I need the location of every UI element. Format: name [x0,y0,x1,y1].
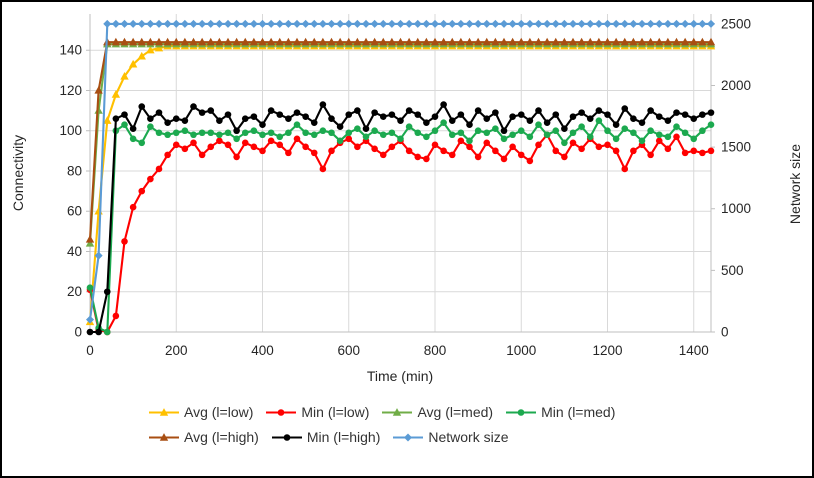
x-axis-title: Time (min) [366,368,434,384]
left-tick-label: 100 [59,123,82,138]
left-tick-label: 120 [59,83,82,98]
legend-label: Min (l=low) [301,404,370,420]
circle-marker-icon [266,409,297,416]
right-tick-label: 2000 [721,78,751,93]
triangle-marker-icon [149,408,179,416]
legend-item-min-l-low: Min (l=low) [265,404,369,420]
x-tick-label: 400 [251,343,274,358]
triangle-marker-icon [149,433,179,441]
legend-row: Avg (l=low) Min (l=low) Avg (l=med) Min (l=… [148,404,615,420]
right-tick-label: 2500 [721,16,751,31]
legend-row: Avg (l=high) Min (l=high) Network size [148,429,615,445]
left-axis-title: Connectivity [10,134,26,212]
series-network-size [86,19,715,324]
series-avg-l-high [85,37,716,243]
legend-item-avg-l-med: Avg (l=med) [381,404,493,420]
axes [86,14,715,333]
diamond-marker-icon [393,433,424,442]
x-tick-label: 1000 [506,343,536,358]
series-avg-l-low [85,41,716,326]
x-tick-label: 200 [165,343,188,358]
legend-label: Avg (l=low) [184,404,254,420]
series-min-l-high [86,101,715,336]
chart-legend: Avg (l=low) Min (l=low) Avg (l=med) Min (l=… [148,404,615,445]
x-tick-label: 800 [424,343,447,358]
x-tick-label: 1200 [592,343,622,358]
left-tick-label: 40 [67,244,82,259]
legend-label: Avg (l=high) [184,429,259,445]
x-tick-label: 0 [86,343,94,358]
legend-label: Min (l=med) [541,404,616,420]
x-tick-label: 600 [337,343,360,358]
legend-label: Avg (l=med) [417,404,494,420]
right-axis-title: Network size [787,143,803,225]
legend-item-network-size: Network size [392,429,509,445]
legend-item-min-l-high: Min (l=high) [271,429,381,445]
series-min-l-low [86,131,715,336]
gridlines [90,14,711,332]
left-tick-label: 60 [67,204,82,219]
legend-item-avg-l-low: Avg (l=low) [148,404,253,420]
circle-marker-icon [506,409,537,416]
left-tick-label: 140 [59,43,82,58]
left-tick-label: 0 [74,325,82,340]
x-tick-label: 1400 [679,343,709,358]
left-tick-label: 20 [67,284,82,299]
series-min-l-med [86,117,715,336]
right-tick-label: 500 [721,263,744,278]
right-tick-label: 1000 [721,201,751,216]
legend-label: Network size [428,429,509,445]
legend-item-avg-l-high: Avg (l=high) [148,429,259,445]
right-tick-label: 0 [721,325,729,340]
circle-marker-icon [271,434,302,441]
legend-label: Min (l=high) [306,429,381,445]
right-tick-label: 1500 [721,140,751,155]
legend-item-min-l-med: Min (l=med) [505,404,615,420]
left-tick-label: 80 [67,163,82,178]
triangle-marker-icon [382,408,413,416]
